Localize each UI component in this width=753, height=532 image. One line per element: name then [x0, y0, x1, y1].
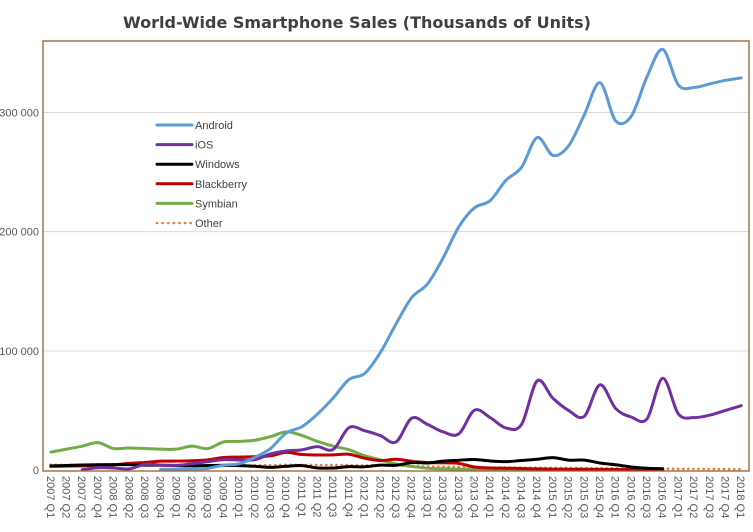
legend-label-ios: iOS: [195, 140, 213, 152]
series-line-android: [159, 47, 743, 471]
x-tick-label: 2010 Q1: [232, 476, 244, 518]
x-tick-label: 2007 Q1: [44, 476, 56, 518]
legend-label-other: Other: [195, 218, 223, 230]
plot-frame: [42, 40, 750, 472]
series-line-ios: [80, 376, 743, 472]
x-tick-label: 2014 Q2: [499, 476, 511, 518]
x-tick-label: 2015 Q1: [546, 476, 558, 518]
x-tick-label: 2017 Q1: [671, 476, 683, 518]
x-tick-label: 2014 Q1: [483, 476, 495, 518]
legend-label-android: Android: [195, 120, 233, 132]
x-tick-label: 2015 Q3: [577, 476, 589, 518]
y-tick-label: 200 000: [0, 227, 39, 239]
x-axis: 2007 Q1 2007 Q2 2007 Q3 2007 Q4 2008 Q1 2008 …: [44, 476, 746, 518]
x-tick-label: 2007 Q4: [91, 476, 103, 518]
x-tick-label: 2012 Q4: [405, 476, 417, 518]
x-tick-label: 2008 Q3: [138, 476, 150, 518]
chart-title: World-Wide Smartphone Sales (Thousands o…: [123, 13, 591, 32]
legend-label-windows: Windows: [195, 159, 240, 171]
x-tick-label: 2011 Q4: [342, 476, 354, 517]
legend-label-blackberry: Blackberry: [195, 179, 247, 191]
x-tick-label: 2008 Q4: [154, 476, 166, 518]
x-tick-label: 2009 Q3: [201, 476, 213, 518]
x-tick-label: 2018 Q1: [734, 476, 746, 518]
x-tick-label: 2017 Q2: [687, 476, 699, 518]
y-tick-label: 100 000: [0, 346, 39, 358]
x-tick-label: 2016 Q1: [609, 476, 621, 518]
x-tick-label: 2010 Q2: [248, 476, 260, 518]
x-tick-label: 2013 Q3: [452, 476, 464, 518]
x-tick-label: 2011 Q1: [295, 476, 307, 517]
x-tick-label: 2007 Q2: [60, 476, 72, 518]
x-tick-label: 2009 Q1: [169, 476, 181, 518]
x-tick-label: 2010 Q3: [263, 476, 275, 518]
x-tick-label: 2013 Q2: [436, 476, 448, 518]
x-tick-label: 2016 Q4: [656, 476, 668, 518]
x-tick-label: 2012 Q3: [389, 476, 401, 518]
series-line-blackberry: [49, 450, 665, 472]
x-tick-label: 2008 Q2: [122, 476, 134, 518]
x-tick-label: 2015 Q2: [562, 476, 574, 518]
x-tick-label: 2007 Q3: [75, 476, 87, 518]
x-tick-label: 2017 Q4: [718, 476, 730, 518]
x-tick-label: 2016 Q3: [640, 476, 652, 518]
x-tick-label: 2011 Q2: [311, 476, 323, 517]
legend: Android iOS Windows Blackberry Symbian Other: [155, 120, 247, 230]
x-tick-label: 2014 Q4: [530, 476, 542, 518]
x-tick-label: 2013 Q4: [467, 476, 479, 518]
series-lines: [49, 47, 743, 472]
x-tick-label: 2017 Q3: [703, 476, 715, 518]
x-tick-label: 2012 Q1: [358, 476, 370, 518]
x-tick-label: 2013 Q1: [420, 476, 432, 518]
gridlines: [43, 112, 749, 352]
x-tick-label: 2016 Q2: [624, 476, 636, 518]
x-tick-label: 2009 Q2: [185, 476, 197, 518]
x-tick-label: 2010 Q4: [279, 476, 291, 518]
y-axis: 0 100 000 200 000 300 000: [0, 108, 39, 478]
x-tick-label: 2014 Q3: [515, 476, 527, 518]
x-tick-label: 2015 Q4: [593, 476, 605, 518]
y-tick-label: 0: [33, 465, 39, 477]
x-tick-label: 2012 Q2: [373, 476, 385, 518]
y-tick-label: 300 000: [0, 108, 39, 120]
legend-label-symbian: Symbian: [195, 198, 238, 210]
x-tick-label: 2009 Q4: [216, 476, 228, 518]
x-tick-label: 2011 Q3: [326, 476, 338, 517]
x-tick-label: 2008 Q1: [107, 476, 119, 518]
